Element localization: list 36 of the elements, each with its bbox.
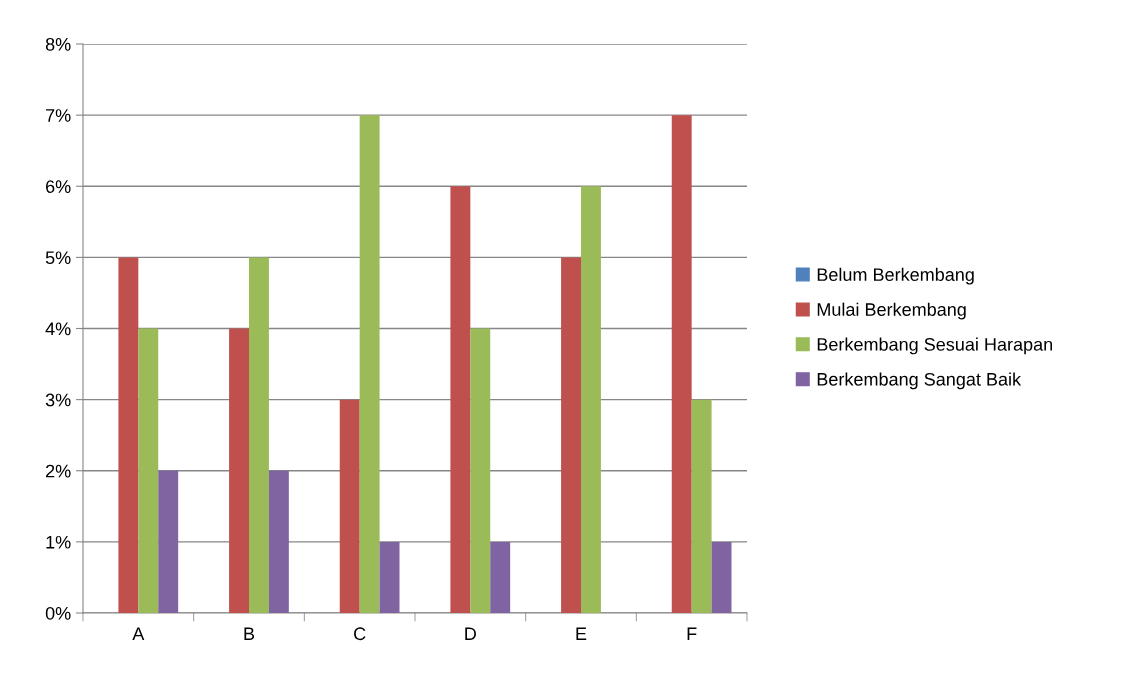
y-tick-label: 0% [45,606,71,620]
y-tick-label: 7% [46,109,71,122]
bar [268,470,289,613]
x-tick-label: D [465,627,476,640]
x-tick-label: C [354,627,366,641]
y-tick-label: 3% [45,393,71,407]
bar [339,399,360,613]
bar [229,328,249,613]
x-tick-label: B [244,627,255,640]
bar [359,115,380,613]
bar [470,328,491,613]
bar [561,257,581,613]
legend-label: Berkembang Sangat Baik [817,372,1022,390]
y-tick-label: 1% [46,535,71,549]
legend-label: Belum Berkembang [817,267,974,285]
y-tick-label: 5% [45,251,71,265]
bar [249,257,269,613]
y-tick-label: 8% [45,37,71,51]
bar [118,257,139,613]
x-tick-label: F [687,627,697,640]
bar [138,328,159,613]
y-tick-label: 6% [46,180,71,193]
bar [158,470,179,613]
bar [490,541,511,613]
bar [671,115,692,613]
bar [711,541,732,613]
bar [581,186,601,613]
bar [691,399,712,613]
x-tick-label: A [132,627,145,640]
y-tick-label: 2% [46,464,71,478]
bar [379,541,400,613]
bar [450,186,471,613]
legend-label: Berkembang Sesuai Harapan [817,337,1053,355]
legend-label: Mulai Berkembang [817,302,966,320]
x-tick-label: E [576,627,587,640]
y-tick-label: 4% [45,322,71,336]
